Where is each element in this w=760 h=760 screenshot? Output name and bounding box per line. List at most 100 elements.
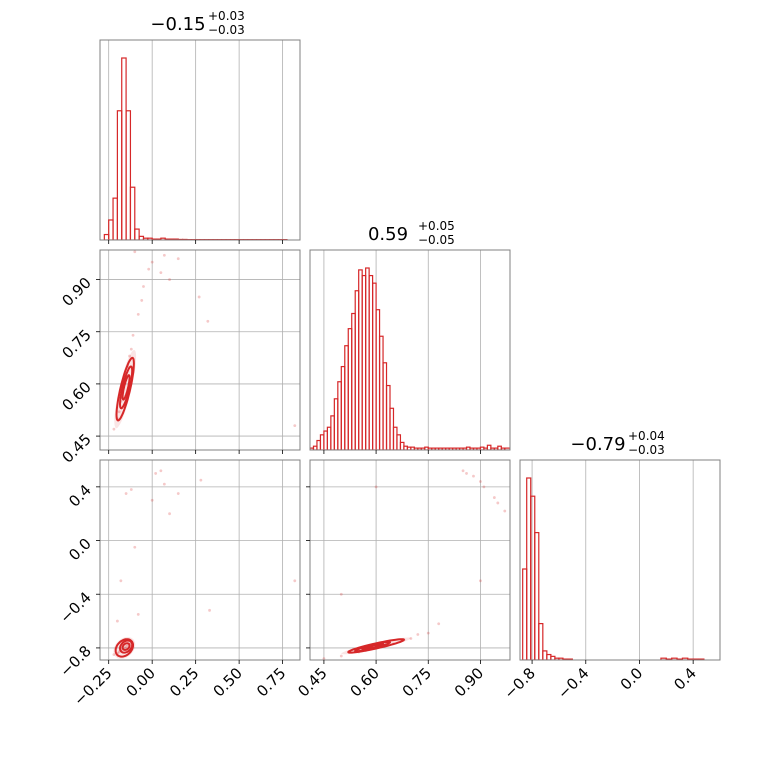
hist-param2: 0.59 +0.05−0.05 <box>309 219 511 454</box>
histogram-bin <box>138 235 145 240</box>
x-tick-label: 0.60 <box>347 664 383 700</box>
scatter-point <box>465 472 468 475</box>
scatter-point <box>117 410 121 414</box>
scatter-point <box>293 424 297 428</box>
density-contour <box>118 639 134 654</box>
scatter-point <box>339 592 343 596</box>
scatter-point <box>339 654 343 658</box>
scatter-point <box>162 253 166 257</box>
histogram-bin <box>530 495 536 660</box>
panel-title-plus: +0.05 <box>418 219 455 233</box>
scatter-point <box>128 354 131 358</box>
scatter-point <box>496 501 500 505</box>
x-tick-label: 0.45 <box>294 664 330 700</box>
scatter-point <box>322 657 326 660</box>
hist-param1: −0.15 +0.03−0.03 <box>99 9 301 244</box>
histogram-bin <box>542 650 548 660</box>
y-tick-label: −0.8 <box>56 642 94 680</box>
histogram-bin <box>550 655 556 660</box>
x-tick-label: 0.00 <box>123 664 159 700</box>
panel-frame <box>309 459 511 661</box>
scatter-param1-param3: −0.8−0.40.00.4−0.25 0.00 0.25 0.50 0.75 <box>56 459 301 709</box>
histogram-bin <box>103 233 110 240</box>
scatter-point <box>147 267 151 271</box>
scatter-point <box>409 637 413 640</box>
histogram-bin <box>116 110 123 240</box>
scatter-point <box>416 633 420 636</box>
scatter-point <box>150 498 154 502</box>
scatter-point <box>129 347 133 351</box>
panel-title-minus: −0.03 <box>208 23 245 37</box>
scatter-point <box>472 474 475 478</box>
x-tick-label: 0.75 <box>253 664 289 700</box>
histogram-bin <box>534 531 540 660</box>
histogram-bins <box>522 477 705 660</box>
scatter-point <box>168 512 171 516</box>
scatter-layer <box>112 250 297 431</box>
scatter-point <box>293 579 297 583</box>
scatter-point <box>374 485 378 489</box>
y-tick-label: 0.75 <box>58 326 94 362</box>
scatter-point <box>150 260 154 264</box>
scatter-point <box>133 250 137 254</box>
histogram-bins <box>310 267 510 450</box>
scatter-point <box>112 653 116 657</box>
x-tick-label: 0.75 <box>399 664 435 700</box>
scatter-point <box>124 492 128 495</box>
scatter-point <box>426 631 430 635</box>
panel-frame <box>309 249 511 451</box>
scatter-point <box>159 469 163 473</box>
panel-title-value: −0.15 <box>150 14 205 35</box>
panel-title-minus: −0.05 <box>418 233 455 247</box>
y-tick-label: 0.90 <box>58 274 94 310</box>
histogram-bin <box>125 110 132 240</box>
scatter-point <box>492 496 496 499</box>
scatter-point <box>208 608 211 612</box>
scatter-point <box>131 333 135 337</box>
scatter-point <box>112 427 116 431</box>
scatter-point <box>133 545 137 549</box>
y-tick-label: 0.4 <box>65 481 95 511</box>
scatter-layer <box>322 469 507 660</box>
x-tick-label: 0.4 <box>670 664 700 694</box>
histogram-bin <box>112 197 118 240</box>
y-tick-label: 0.60 <box>58 378 94 414</box>
x-tick-label: 0.25 <box>166 664 202 700</box>
scatter-param2-param3: 0.45 0.60 0.75 0.90 <box>294 459 511 700</box>
density-contour <box>347 638 406 654</box>
x-tick-label: −0.8 <box>500 664 538 702</box>
scatter-point <box>129 488 133 491</box>
density-contour <box>114 638 134 658</box>
scatter-point <box>199 478 203 482</box>
scatter-point <box>479 480 482 483</box>
histogram-bin <box>108 219 114 240</box>
histogram-bin <box>526 477 532 660</box>
scatter-point <box>176 257 180 261</box>
scatter-point <box>503 509 507 513</box>
scatter-point <box>482 485 486 489</box>
scatter-point <box>176 492 180 495</box>
panel-frame <box>519 459 721 661</box>
histogram-bin <box>121 57 127 240</box>
panel-title-value: 0.59 <box>368 224 408 245</box>
density-contour <box>121 374 131 401</box>
x-tick-label: 0.0 <box>617 664 647 694</box>
scatter-point <box>159 271 163 275</box>
scatter-param1-param2: 0.45 0.60 0.75 0.90 <box>58 249 301 467</box>
panel-title-plus: +0.04 <box>628 429 665 443</box>
scatter-point <box>479 579 482 583</box>
histogram-bin <box>134 228 140 240</box>
hist-param3: −0.79 +0.04−0.03 −0.8 −0.4 0.0 0.4 <box>500 429 721 703</box>
y-tick-label: −0.4 <box>56 588 94 626</box>
y-tick-label: 0.0 <box>65 535 95 565</box>
scatter-point <box>140 299 144 302</box>
scatter-point <box>154 472 158 475</box>
panel-title-plus: +0.03 <box>208 9 245 23</box>
scatter-point <box>136 312 140 316</box>
histogram-bin <box>546 653 552 660</box>
scatter-point <box>461 469 465 473</box>
scatter-layer <box>112 469 297 659</box>
panel-frame <box>99 249 301 451</box>
histogram-bin <box>129 186 136 240</box>
